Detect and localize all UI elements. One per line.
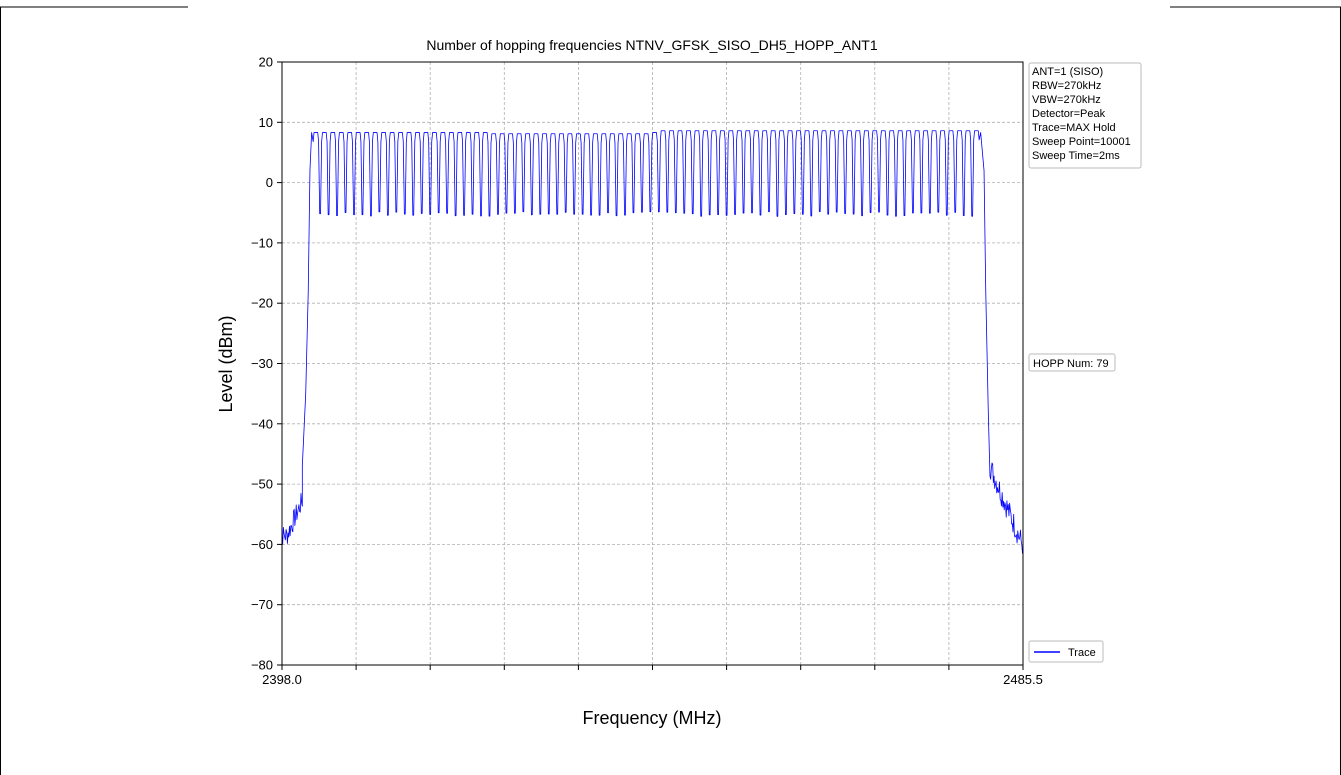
- info-line-trace: Trace=MAX Hold: [1032, 122, 1116, 134]
- info-line-ant: ANT=1 (SISO): [1032, 66, 1103, 78]
- info-box-frame: [1028, 62, 1142, 169]
- y-axis-label: Level (dBm): [216, 315, 236, 412]
- hopp-annotation-frame: [1028, 353, 1116, 372]
- y-axis-ticks: 20 10 0 −10 −20 −30 −40 −50 −60 −70 −80: [251, 55, 282, 673]
- y-tick-label: 0: [266, 175, 273, 190]
- info-line-rbw: RBW=270kHz: [1032, 80, 1101, 92]
- y-tick-label: −50: [251, 477, 273, 492]
- legend-frame: [1028, 640, 1104, 663]
- info-line-detector: Detector=Peak: [1032, 108, 1106, 120]
- legend: Trace: [1028, 640, 1104, 663]
- plot-frame: [281, 61, 1024, 666]
- y-tick-label: −20: [251, 296, 273, 311]
- grid: [282, 62, 1023, 665]
- y-tick-label: −40: [251, 416, 273, 431]
- hopp-annotation-text: HOPP Num: 79: [1033, 358, 1109, 370]
- x-axis-label: Frequency (MHz): [582, 708, 721, 728]
- hopp-annotation: HOPP Num: 79: [1028, 353, 1116, 372]
- y-tick-label: −10: [251, 235, 273, 250]
- legend-label-trace: Trace: [1068, 647, 1096, 659]
- info-line-vbw: VBW=270kHz: [1032, 94, 1101, 106]
- x-axis-ticks: [281, 665, 1024, 670]
- y-tick-label: −60: [251, 537, 273, 552]
- y-tick-label: 10: [259, 115, 273, 130]
- info-box: ANT=1 (SISO) RBW=270kHz VBW=270kHz Detec…: [1028, 62, 1142, 169]
- chart-title: Number of hopping frequencies NTNV_GFSK_…: [426, 37, 878, 53]
- y-tick-label: 20: [259, 55, 273, 70]
- y-tick-label: −80: [251, 658, 273, 673]
- info-line-sweep-point: Sweep Point=10001: [1032, 136, 1131, 148]
- x-tick-label-start: 2398.0: [262, 672, 302, 687]
- y-tick-label: −30: [251, 356, 273, 371]
- y-tick-label: −70: [251, 597, 273, 612]
- x-tick-label-end: 2485.5: [1003, 672, 1043, 687]
- info-line-sweep-time: Sweep Time=2ms: [1032, 150, 1120, 162]
- trace-line: [281, 130, 1023, 554]
